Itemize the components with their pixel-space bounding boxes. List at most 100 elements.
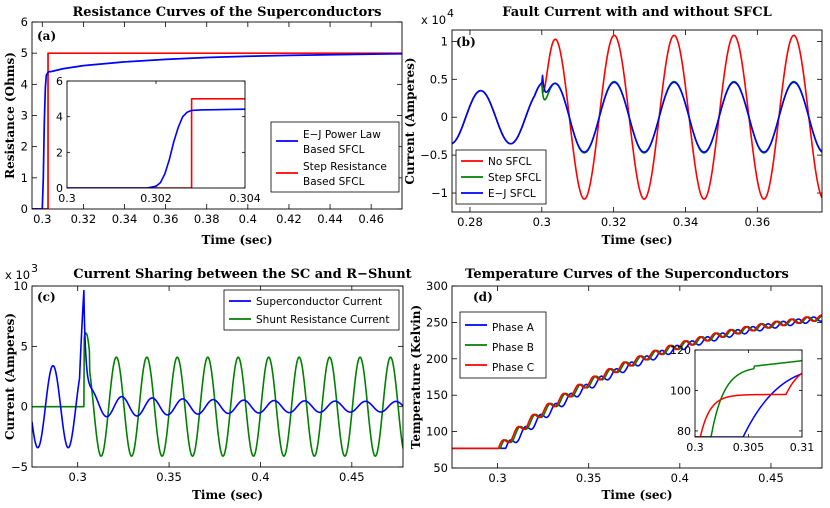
panel-b-exp-power: 4	[447, 7, 454, 20]
panel-d-inset-xtick-label: 0.305	[733, 441, 765, 454]
panel-a-inset-xtick-label: 0.304	[229, 192, 261, 205]
panel-c-ytick-label: 5	[21, 339, 28, 353]
panel-a-ytick-label: 4	[21, 77, 28, 91]
panel-d-tag: (d)	[473, 290, 493, 304]
panel-a-ytick-label: 1	[21, 171, 28, 185]
panel-c-ytick-label: 10	[13, 279, 28, 293]
panel-d-inset-plot-area	[695, 350, 802, 437]
panel-c-xlabel: Time (sec)	[192, 488, 263, 502]
panel-d-ytick-label: 200	[426, 352, 448, 366]
panel-b: Fault Current with and without SFCL 0.28 0…	[403, 5, 823, 247]
panel-c-ytick-label: −5	[11, 460, 28, 474]
panel-a-ytick-label: 5	[21, 46, 28, 60]
panel-b-xtick-label: 0.28	[457, 215, 483, 229]
panel-a-xlabel: Time (sec)	[201, 233, 272, 247]
panel-b-xtick-label: 0.32	[601, 215, 627, 229]
panel-a-xtick-label: 0.32	[71, 212, 97, 226]
panel-b-ytick-label: 1	[441, 34, 448, 48]
panel-a-inset-xtick-label: 0.302	[140, 192, 172, 205]
panel-b-xlabel: Time (sec)	[601, 233, 672, 247]
panel-a-ytick-label: 6	[21, 15, 28, 29]
panel-c-series-line	[32, 289, 403, 449]
panel-b-xtick-label: 0.36	[745, 215, 771, 229]
panel-a-inset-frame	[66, 80, 246, 189]
panel-a-series-line	[32, 52, 402, 209]
panel-d-series-line	[452, 316, 822, 450]
panel-c-legend-label: Shunt Resistance Current	[256, 314, 389, 326]
panel-d-xtick-label: 0.4	[671, 471, 689, 485]
panel-d-inset-ytick-label: 100	[670, 384, 691, 397]
panel-a-xtick-label: 0.38	[194, 212, 220, 226]
panel-b-ytick-label: −0.5	[420, 148, 448, 162]
panel-d-inset-series-line	[695, 372, 802, 437]
panel-d-legend-label: Phase C	[492, 362, 534, 374]
panel-a-inset-xtick-label: 0.3	[58, 192, 76, 205]
panel-c-title: Current Sharing between the SC and R−Shu…	[73, 267, 411, 282]
panel-d-ylabel: Temperature (Kelvin)	[409, 305, 423, 449]
panel-a-inset-ytick-label: 0	[56, 182, 63, 195]
panel-c-xtick-label: 0.4	[251, 470, 269, 484]
panel-d-legend-label: Phase A	[492, 322, 535, 334]
panel-b-ytick-label: −1	[431, 186, 448, 200]
panel-a-frame	[31, 21, 403, 210]
panel-d-ytick-label: 250	[426, 315, 448, 329]
panel-a-xtick-label: 0.36	[153, 212, 179, 226]
panel-a-xtick-label: 0.4	[239, 212, 257, 226]
panel-a-inset-plot-area	[67, 81, 245, 188]
panel-c-exp-base: x 10	[5, 268, 30, 282]
panel-b-tag: (b)	[456, 35, 476, 49]
panel-a-series-line	[32, 52, 402, 209]
panel-d-frame	[451, 285, 823, 469]
panel-c-series-line	[32, 332, 403, 457]
panel-d-xtick-label: 0.35	[576, 471, 602, 485]
panel-b-exp-base: x 10	[421, 13, 446, 27]
panel-b-ytick-label: 0	[441, 110, 448, 124]
panel-b-ytick-label: 0.5	[430, 72, 448, 86]
panel-d-inset-ytick-label: 80	[677, 425, 691, 438]
panel-d-inset-xtick-label: 0.3	[686, 441, 704, 454]
panel-c-xtick-label: 0.45	[339, 470, 365, 484]
panel-b-series-line	[452, 74, 822, 153]
panel-d: Temperature Curves of the Superconductor…	[409, 267, 823, 502]
panel-d-xtick-label: 0.45	[758, 471, 784, 485]
panel-a-xtick-label: 0.34	[112, 212, 138, 226]
panel-a-legend-label: E−J Power Law	[303, 129, 381, 141]
panel-a-inset-ytick-label: 4	[56, 111, 63, 124]
panel-c-xtick-label: 0.3	[69, 470, 87, 484]
panel-c-exp-power: 3	[31, 262, 38, 275]
panel-b-legend-label: Step SFCL	[488, 172, 541, 184]
panel-a-title: Resistance Curves of the Superconductors	[73, 5, 382, 20]
panel-b-xtick-label: 0.3	[533, 215, 551, 229]
panel-c-tag: (c)	[37, 290, 56, 304]
panel-a-xtick-label: 0.3	[33, 212, 51, 226]
panel-c-ylabel: Current (Amperes)	[3, 313, 17, 440]
panel-c-xtick-label: 0.35	[156, 470, 182, 484]
panel-b-legend-label: No SFCL	[488, 156, 532, 168]
panel-a-ytick-label: 2	[21, 140, 28, 154]
panel-a-legend-label: Based SFCL	[303, 144, 365, 156]
panel-d-inset-ytick-label: 120	[670, 344, 691, 357]
panel-c: Current Sharing between the SC and R−Shu…	[3, 262, 412, 502]
panel-d-inset-frame	[694, 349, 803, 438]
panel-c-legend-box	[223, 289, 400, 331]
panel-b-frame	[451, 29, 823, 213]
panel-b-title: Fault Current with and without SFCL	[502, 5, 772, 20]
panel-d-series-line	[452, 314, 822, 450]
panel-b-ylabel: Current (Amperes)	[403, 57, 417, 184]
panel-a-inset-ytick-label: 2	[56, 146, 63, 159]
panel-a-ytick-label: 3	[21, 109, 28, 123]
panel-a-xtick-label: 0.44	[317, 212, 343, 226]
panel-d-ytick-label: 50	[433, 461, 448, 475]
panel-d-legend-label: Phase B	[492, 342, 534, 354]
panel-d-inset-series-line	[695, 373, 802, 437]
panel-a-legend-label: Step Resistance	[303, 161, 387, 173]
panel-a-inset: 0.3 0.302 0.304 0 2 4 6	[56, 75, 261, 205]
panel-c-frame	[31, 285, 404, 468]
panel-a-legend-box	[270, 121, 400, 193]
panel-a-inset-series-line	[67, 108, 245, 188]
panel-d-series-line	[452, 314, 822, 450]
panel-d-ytick-label: 300	[426, 279, 448, 293]
panel-a-ytick-label: 0	[21, 202, 28, 216]
panel-a-ylabel: Resistance (Ohms)	[3, 52, 17, 179]
